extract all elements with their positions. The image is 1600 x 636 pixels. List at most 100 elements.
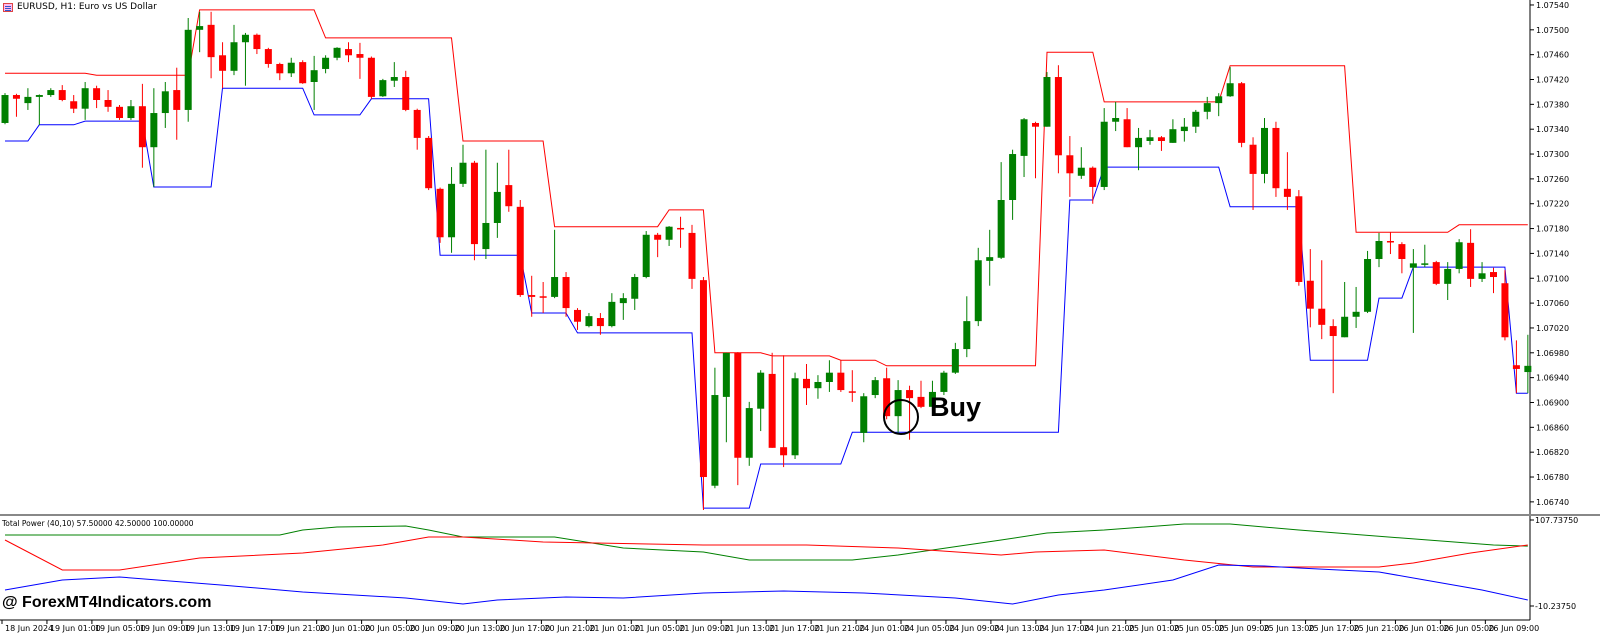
candle-body [1157, 137, 1165, 141]
candle-body [1501, 283, 1509, 338]
candle-body [1386, 240, 1394, 243]
candle-body [757, 372, 765, 409]
candle-body [219, 55, 227, 71]
price-tick-label: 1.06820 [1536, 448, 1569, 457]
time-tick-label: 25 Jun 05:00 [1174, 624, 1225, 633]
price-tick-label: 1.06860 [1536, 423, 1569, 432]
indicator-label: Total Power (40,10) 57.50000 42.50000 10… [2, 519, 194, 528]
bearish-candle [104, 90, 112, 112]
candle-body [1238, 83, 1246, 143]
bullish-candle [196, 11, 204, 53]
bullish-candle [619, 293, 627, 320]
candle-body [848, 391, 856, 393]
candle-body [1, 95, 9, 123]
candle-body [402, 77, 410, 110]
bearish-candle [138, 83, 146, 168]
time-tick-label: 21 Jun 17:00 [769, 624, 820, 633]
bearish-candle [116, 104, 123, 120]
candle-body [1455, 242, 1463, 269]
bullish-candle [230, 24, 238, 76]
candle-body [1100, 121, 1108, 187]
bearish-candle [1089, 166, 1097, 204]
bullish-candle [1261, 118, 1268, 184]
buy-signal-label: Buy [930, 392, 982, 422]
bearish-candle [803, 363, 810, 405]
candle-body [917, 396, 925, 407]
candle-body [1146, 137, 1154, 141]
bearish-candle [1490, 267, 1497, 294]
bearish-candle [402, 70, 410, 112]
bullish-candle [1444, 262, 1452, 301]
bearish-candle [413, 108, 421, 150]
candle-body [608, 301, 616, 327]
price-tick-label: 1.06740 [1536, 498, 1569, 507]
candle-body [528, 295, 536, 297]
bullish-candle [722, 352, 730, 443]
time-tick-label: 25 Jun 17:00 [1309, 624, 1360, 633]
candle-body [562, 277, 570, 309]
candle-body [1306, 280, 1314, 309]
bullish-candle [1524, 334, 1532, 394]
candle-body [390, 77, 398, 81]
chart-title-text: EURUSD, H1: Euro vs US Dollar [17, 2, 157, 12]
candle-body [35, 95, 43, 97]
candle-body [299, 62, 307, 84]
price-tick-label: 1.07180 [1536, 225, 1569, 234]
candle-body [276, 63, 284, 74]
candle-body [551, 277, 559, 297]
candle-body [699, 280, 707, 478]
bearish-candle [93, 85, 101, 109]
bullish-candle [711, 367, 719, 489]
bullish-candle [1455, 239, 1463, 274]
candle-body [379, 80, 387, 97]
bearish-candle [528, 275, 536, 317]
candle-body [1180, 126, 1188, 132]
candle-body [230, 42, 238, 71]
bullish-candle [825, 360, 833, 392]
bullish-candle [757, 370, 765, 432]
candle-body [745, 408, 753, 458]
bullish-candle [81, 81, 89, 120]
bullish-candle [1364, 250, 1372, 314]
candle-body [997, 200, 1005, 258]
bullish-candle [1100, 108, 1108, 191]
candle-body [1341, 316, 1349, 338]
candle-body [1215, 96, 1223, 104]
candle-body [1432, 262, 1440, 284]
candle-body [253, 34, 261, 50]
bullish-candle [1180, 118, 1188, 142]
bullish-candle [665, 226, 673, 246]
bullish-candle [1043, 72, 1051, 127]
price-tick-label: 1.07220 [1536, 200, 1569, 209]
price-chart[interactable]: 1.07540 1.07500 1.07460 1.07420 1.07380 1.073… [0, 0, 1600, 517]
candle-body [619, 298, 627, 304]
candle-body [1112, 118, 1120, 122]
candle-body [1295, 196, 1303, 282]
bullish-candle [1375, 232, 1383, 268]
candle-body [860, 396, 868, 433]
bullish-candle [333, 47, 341, 61]
candle-body [184, 29, 192, 110]
time-tick-label: 19 Jun 21:00 [275, 624, 326, 633]
bearish-candle [219, 42, 227, 89]
time-tick-label: 19 Jun 09:00 [140, 624, 191, 633]
bullish-candle [1203, 96, 1211, 120]
time-tick-label: 18 Jun 2024 [5, 624, 53, 633]
bearish-candle [768, 352, 776, 448]
candle-body [1272, 127, 1280, 189]
time-tick-label: 24 Jun 21:00 [1084, 624, 1135, 633]
candle-body [1490, 272, 1497, 278]
candle-body [1467, 242, 1475, 279]
bullish-candle [35, 94, 43, 125]
bearish-candle [1467, 229, 1475, 287]
chart-title: EURUSD, H1: Euro vs US Dollar [3, 2, 157, 12]
bearish-candle [425, 136, 433, 191]
candle-body [104, 100, 112, 107]
candle-body [963, 321, 971, 350]
bullish-candle [1020, 118, 1028, 178]
candle-body [1524, 365, 1532, 373]
candle-body [138, 106, 146, 148]
candle-body [367, 57, 375, 97]
time-tick-label: 21 Jun 01:00 [589, 624, 640, 633]
